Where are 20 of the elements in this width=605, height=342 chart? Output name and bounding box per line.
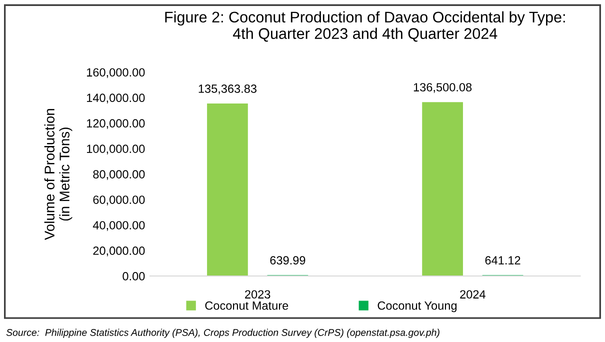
y-tick-label: 140,000.00 (87, 94, 145, 104)
x-tick-label: 2023 (245, 290, 270, 299)
source-note: Source: Philippine Statistics Authority (PSA), Crops Production Survey (CrPS) (openstat.psa.gov.ph) (6, 328, 440, 338)
y-tick-label: 0.00 (122, 272, 145, 280)
legend-label: Coconut Young (378, 301, 457, 312)
y-tick-label: 80,000.00 (93, 170, 145, 180)
y-tick-label: 160,000.00 (87, 68, 145, 78)
data-label: 641.12 (485, 256, 520, 265)
data-label: 136,500.08 (414, 83, 472, 93)
chart-title: Figure 2: Coconut Production of Davao Occidental by Type: 4th Quarter 2023 and 4th Quarter 2024 (165, 11, 565, 42)
data-label: 135,363.83 (198, 84, 256, 94)
x-tick-label: 2024 (460, 290, 486, 299)
legend-label: Coconut Mature (205, 301, 288, 310)
y-tick-label: 60,000.00 (93, 196, 145, 206)
y-tick-label: 20,000.00 (93, 246, 145, 256)
y-tick-label: 100,000.00 (87, 144, 145, 154)
y-axis-title: Volume of Production (in Metric Tons) (44, 108, 72, 240)
y-tick-label: 40,000.00 (92, 221, 145, 231)
data-label: 639.99 (270, 256, 306, 265)
y-tick-label: 120,000.00 (87, 119, 145, 129)
